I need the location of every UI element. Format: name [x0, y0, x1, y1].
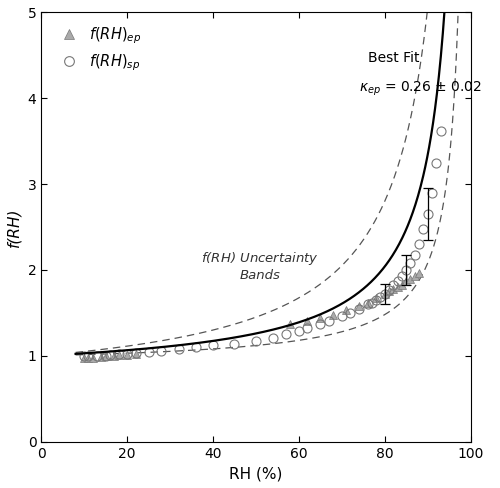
$\it{f}$(RH)$_\mathit{ep}$	[373, 295, 379, 301]
$\it{f}$(RH)$_\mathit{ep}$	[356, 303, 362, 309]
$\it{f}$(RH)$_\mathit{sp}$	[124, 351, 130, 357]
$\it{f}$(RH)$_\mathit{sp}$	[373, 297, 379, 303]
$\it{f}$(RH)$_\mathit{ep}$	[364, 300, 370, 305]
$\it{f}$(RH)$_\mathit{sp}$	[438, 128, 444, 134]
$\it{f}$(RH)$_\mathit{sp}$	[193, 345, 199, 350]
$\it{f}$(RH)$_\mathit{ep}$	[132, 351, 138, 357]
$\it{f}$(RH)$_\mathit{sp}$	[348, 310, 354, 316]
$\it{f}$(RH)$_\mathit{sp}$	[434, 160, 440, 165]
$\it{f}$(RH)$_\mathit{sp}$	[270, 335, 276, 341]
$\it{f}$(RH)$_\mathit{sp}$	[356, 306, 362, 312]
$\it{f}$(RH)$_\mathit{sp}$	[94, 353, 100, 359]
$\it{f}$(RH)$_\mathit{ep}$	[408, 276, 414, 282]
$\it{f}$(RH)$_\mathit{ep}$	[386, 288, 392, 294]
$\it{f}$(RH)$_\mathit{ep}$	[81, 355, 87, 361]
$\it{f}$(RH)$_\mathit{sp}$	[146, 348, 152, 354]
$\it{f}$(RH)$_\mathit{sp}$	[378, 294, 384, 300]
$\it{f}$(RH)$_\mathit{sp}$	[210, 343, 216, 348]
$\it{f}$(RH)$_\mathit{ep}$	[416, 269, 422, 275]
$\it{f}$(RH)$_\mathit{sp}$	[102, 353, 108, 359]
$\it{f}$(RH)$_\mathit{ep}$	[304, 319, 310, 325]
X-axis label: RH (%): RH (%)	[229, 466, 282, 481]
$\it{f}$(RH)$_\mathit{sp}$	[232, 341, 237, 346]
$\it{f}$(RH)$_\mathit{sp}$	[429, 190, 435, 196]
Text: $\it{f}$(RH) Uncertainty
Bands: $\it{f}$(RH) Uncertainty Bands	[201, 250, 319, 282]
$\it{f}$(RH)$_\mathit{sp}$	[382, 291, 388, 297]
Line: $\it{f}$(RH)$_\mathit{ep}$: $\it{f}$(RH)$_\mathit{ep}$	[80, 269, 423, 362]
$\it{f}$(RH)$_\mathit{sp}$	[86, 353, 91, 359]
$\it{f}$(RH)$_\mathit{sp}$	[403, 267, 409, 273]
$\it{f}$(RH)$_\mathit{ep}$	[394, 284, 400, 290]
$\it{f}$(RH)$_\mathit{sp}$	[132, 350, 138, 356]
$\it{f}$(RH)$_\mathit{sp}$	[416, 241, 422, 247]
$\it{f}$(RH)$_\mathit{sp}$	[107, 352, 113, 358]
$\it{f}$(RH)$_\mathit{ep}$	[124, 352, 130, 358]
$\it{f}$(RH)$_\mathit{ep}$	[102, 353, 108, 359]
$\it{f}$(RH)$_\mathit{ep}$	[343, 307, 349, 313]
$\it{f}$(RH)$_\mathit{ep}$	[403, 278, 409, 284]
$\it{f}$(RH)$_\mathit{ep}$	[116, 352, 121, 358]
$\it{f}$(RH)$_\mathit{sp}$	[318, 321, 324, 327]
$\it{f}$(RH)$_\mathit{ep}$	[412, 273, 418, 279]
$\it{f}$(RH)$_\mathit{sp}$	[326, 319, 332, 325]
$\it{f}$(RH)$_\mathit{sp}$	[386, 287, 392, 293]
$\it{f}$(RH)$_\mathit{sp}$	[408, 260, 414, 266]
$\it{f}$(RH)$_\mathit{sp}$	[81, 353, 87, 359]
$\it{f}$(RH)$_\mathit{sp}$	[304, 325, 310, 331]
$\it{f}$(RH)$_\mathit{ep}$	[390, 286, 396, 292]
Text: Best Fit: Best Fit	[368, 51, 419, 65]
$\it{f}$(RH)$_\mathit{sp}$	[253, 338, 259, 344]
$\it{f}$(RH)$_\mathit{sp}$	[399, 273, 405, 279]
$\it{f}$(RH)$_\mathit{sp}$	[158, 348, 164, 354]
Text: $\kappa_{ep}$ = 0.26 ± 0.02: $\kappa_{ep}$ = 0.26 ± 0.02	[359, 80, 482, 98]
$\it{f}$(RH)$_\mathit{sp}$	[390, 283, 396, 288]
$\it{f}$(RH)$_\mathit{sp}$	[283, 331, 289, 337]
$\it{f}$(RH)$_\mathit{ep}$	[382, 291, 388, 297]
$\it{f}$(RH)$_\mathit{sp}$	[176, 346, 182, 352]
$\it{f}$(RH)$_\mathit{sp}$	[420, 226, 426, 232]
$\it{f}$(RH)$_\mathit{sp}$	[394, 278, 400, 284]
$\it{f}$(RH)$_\mathit{ep}$	[288, 321, 294, 327]
$\it{f}$(RH)$_\mathit{sp}$	[364, 302, 370, 307]
$\it{f}$(RH)$_\mathit{ep}$	[318, 315, 324, 321]
$\it{f}$(RH)$_\mathit{ep}$	[111, 353, 117, 359]
$\it{f}$(RH)$_\mathit{ep}$	[98, 354, 104, 360]
$\it{f}$(RH)$_\mathit{sp}$	[369, 300, 375, 305]
$\it{f}$(RH)$_\mathit{sp}$	[296, 328, 302, 334]
$\it{f}$(RH)$_\mathit{sp}$	[424, 211, 430, 217]
$\it{f}$(RH)$_\mathit{ep}$	[90, 355, 96, 361]
$\it{f}$(RH)$_\mathit{sp}$	[412, 252, 418, 258]
Line: $\it{f}$(RH)$_\mathit{sp}$: $\it{f}$(RH)$_\mathit{sp}$	[80, 126, 445, 360]
$\it{f}$(RH)$_\mathit{ep}$	[399, 282, 405, 287]
$\it{f}$(RH)$_\mathit{ep}$	[86, 355, 91, 361]
$\it{f}$(RH)$_\mathit{sp}$	[339, 313, 345, 319]
Legend: $\it{f(RH)_{ep}}$, $\it{f(RH)_{sp}}$: $\it{f(RH)_{ep}}$, $\it{f(RH)_{sp}}$	[48, 20, 148, 79]
Y-axis label: f(RH): f(RH)	[7, 207, 22, 247]
$\it{f}$(RH)$_\mathit{sp}$	[116, 351, 121, 357]
$\it{f}$(RH)$_\mathit{ep}$	[330, 312, 336, 318]
